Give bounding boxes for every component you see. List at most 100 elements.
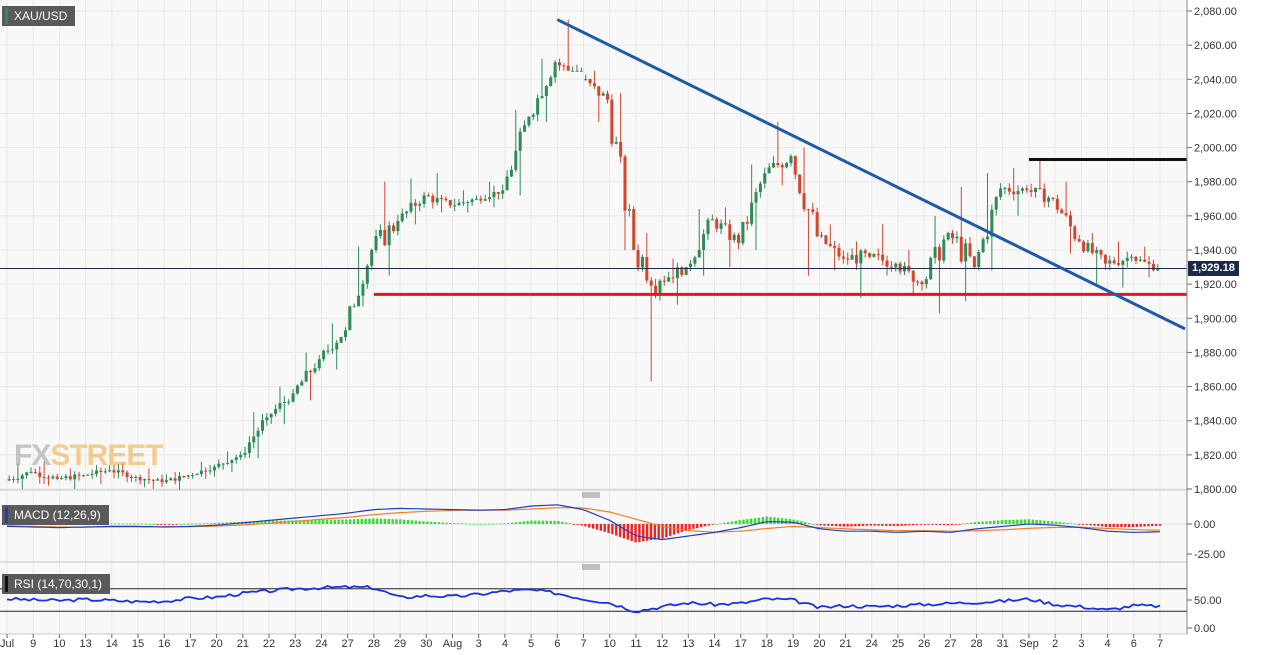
- candle: [335, 340, 339, 370]
- candle-body: [160, 479, 164, 483]
- macd-hist-bar: [194, 523, 198, 525]
- candle: [964, 239, 968, 302]
- candle: [230, 459, 234, 472]
- candle-body: [649, 280, 653, 286]
- candle-body: [933, 247, 937, 258]
- macd-hist-bar: [163, 524, 167, 525]
- macd-hist-bar: [780, 518, 784, 524]
- candle-body: [785, 163, 789, 168]
- macd-hist-bar: [985, 521, 988, 524]
- xtick-label: 17: [735, 638, 747, 650]
- candle-body: [614, 141, 618, 144]
- macd-hist-bar: [738, 520, 741, 524]
- candle-body: [728, 224, 732, 241]
- candle-body: [1086, 242, 1090, 252]
- macd-hist-bar: [306, 520, 309, 524]
- candle-body: [453, 205, 457, 207]
- macd-hist-bar: [160, 524, 163, 525]
- macd-hist-bar: [938, 524, 942, 526]
- candle: [348, 305, 352, 331]
- candle-body: [1130, 256, 1134, 258]
- candle-body: [444, 198, 448, 201]
- candle: [750, 164, 754, 227]
- xtick-label: 24: [866, 638, 878, 650]
- instrument-label[interactable]: XAU/USD: [2, 6, 76, 26]
- candle-body: [675, 267, 679, 279]
- candle-body: [636, 250, 640, 268]
- candle: [73, 471, 77, 489]
- macd-hist-bar: [356, 519, 360, 524]
- xtick-label: 7: [1157, 638, 1163, 650]
- candle-body: [33, 471, 37, 473]
- macd-hist-bar: [187, 523, 190, 525]
- candle-body: [239, 454, 243, 458]
- candle: [837, 243, 841, 261]
- candle-body: [505, 176, 509, 191]
- macd-hist-bar: [1023, 519, 1027, 524]
- candle: [12, 476, 16, 483]
- xtick-label: 14: [106, 638, 118, 650]
- candle: [278, 386, 282, 413]
- candle: [754, 188, 758, 250]
- candle-body: [265, 417, 269, 421]
- candle: [186, 474, 190, 479]
- macd-hist-bar: [580, 524, 583, 526]
- candle-body: [90, 474, 94, 476]
- candle-body: [575, 70, 579, 72]
- macd-hist-bar: [1066, 522, 1069, 524]
- xtick-label: 13: [682, 638, 694, 650]
- macd-hist-bar: [680, 524, 684, 533]
- macd-hist-bar: [692, 524, 695, 529]
- macd-hist-bar: [491, 523, 495, 525]
- macd-hist-bar: [1027, 519, 1031, 524]
- candle-body: [737, 234, 741, 244]
- candle: [1112, 256, 1116, 265]
- macd-hist-bar: [464, 523, 468, 525]
- macd-hist-bar: [688, 524, 691, 530]
- candle-body: [103, 471, 107, 473]
- candle-body: [38, 472, 42, 477]
- candle: [221, 463, 225, 470]
- candle-body: [789, 156, 793, 164]
- candle-body: [361, 283, 365, 296]
- xtick-label: 13: [79, 638, 91, 650]
- candle: [557, 58, 561, 71]
- xtick-label: 17: [184, 638, 196, 650]
- xtick-label: 28: [970, 638, 982, 650]
- candle: [483, 194, 487, 202]
- candle-body: [946, 232, 950, 240]
- macd-hist-bar: [672, 524, 676, 535]
- xtick-label: 25: [892, 638, 904, 650]
- macd-hist-bar: [915, 524, 919, 525]
- rsi-label[interactable]: RSI (14,70,30,1): [2, 574, 111, 594]
- candle-body: [806, 209, 810, 211]
- candle: [282, 395, 286, 425]
- candle: [1095, 246, 1099, 285]
- macd-hist-bar: [831, 524, 834, 526]
- candle: [824, 234, 828, 245]
- candle-body: [73, 474, 77, 480]
- macd-hist-bar: [615, 524, 618, 536]
- candle: [343, 327, 347, 341]
- macd-hist-bar: [503, 523, 506, 525]
- macd-hist-bar: [375, 518, 379, 524]
- candle: [937, 244, 941, 314]
- macd-hist-bar: [703, 524, 707, 527]
- candle-body: [365, 265, 369, 284]
- macd-label[interactable]: MACD (12,26,9): [2, 505, 109, 525]
- macd-hist-bar: [607, 524, 610, 533]
- candle-body: [138, 477, 142, 481]
- macd-hist-bar: [445, 522, 448, 524]
- candle: [182, 475, 186, 479]
- candle: [426, 192, 430, 197]
- macd-hist-bar: [881, 524, 884, 526]
- candle-body: [348, 306, 352, 331]
- macd-hist-bar: [140, 523, 144, 525]
- candle: [562, 63, 566, 71]
- macd-hist-bar: [865, 524, 869, 526]
- candle-body: [492, 192, 496, 198]
- candle: [470, 198, 474, 207]
- candle: [418, 201, 422, 212]
- candle: [627, 204, 631, 217]
- macd-hist-bar: [958, 524, 961, 525]
